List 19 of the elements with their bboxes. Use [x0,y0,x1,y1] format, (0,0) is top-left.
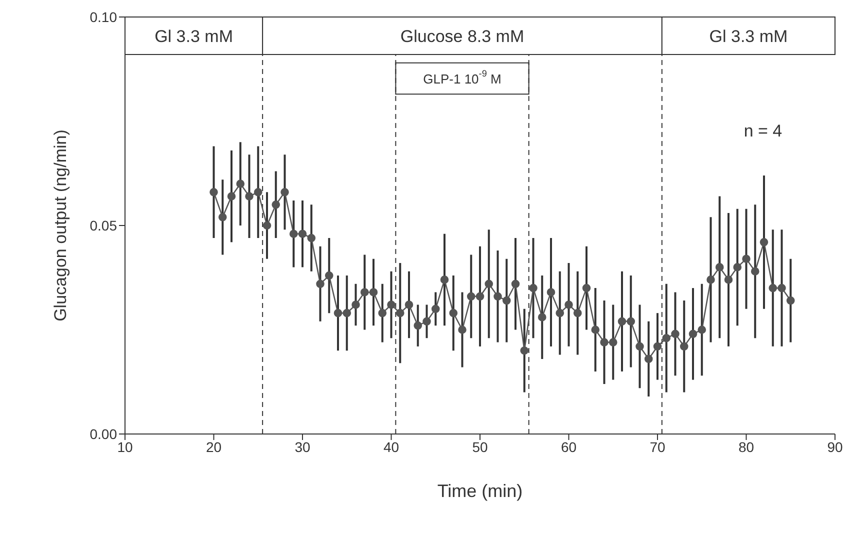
y-tick-label: 0.10 [90,8,118,25]
x-tick-label: 90 [827,438,843,455]
y-axis-title: Glucagon output (ng/min) [51,130,70,322]
x-tick-label: 20 [206,438,222,455]
x-tick-label: 60 [560,438,577,455]
x-tick-label: 30 [294,438,310,455]
x-tick-label: 70 [650,438,666,455]
x-tick-label: 50 [472,438,488,455]
band-label: GLP-1 10$^{-9}$ M [423,68,502,86]
x-tick-label: 10 [117,438,133,455]
y-tick-label: 0.00 [90,426,118,442]
band-label: Gl 3.3 mM [154,26,233,46]
y-tick-label: 0.05 [90,217,118,234]
x-axis-title: Time (min) [437,480,523,501]
annotation: n = 4 [744,122,782,140]
x-tick-label: 80 [738,438,754,455]
x-tick-label: 40 [383,438,400,455]
band-label: Gl 3.3 mM [709,26,788,46]
band-label: Glucose 8.3 mM [400,26,524,46]
